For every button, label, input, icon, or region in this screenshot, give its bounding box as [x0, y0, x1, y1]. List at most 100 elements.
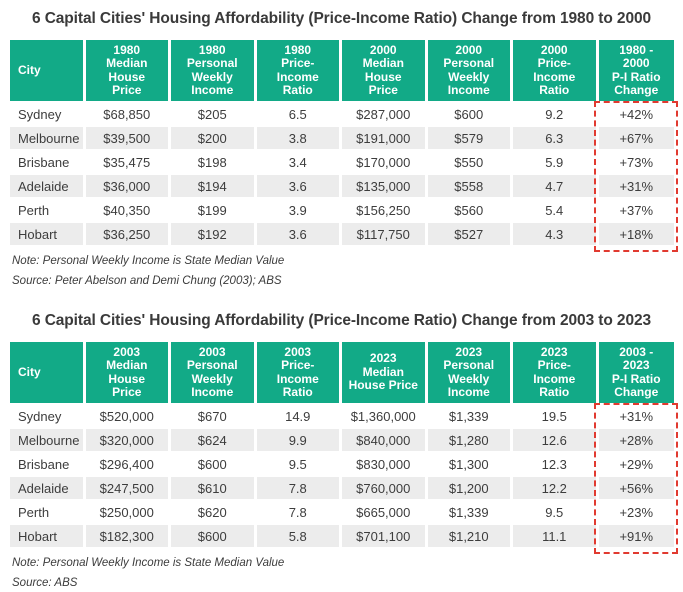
- data-cell: $1,210: [424, 524, 512, 549]
- data-cell: 12.3: [510, 452, 597, 477]
- pi-ratio-change-cell: +91%: [595, 524, 674, 549]
- data-cell: $36,000: [82, 174, 170, 199]
- data-cell: $117,750: [339, 222, 426, 247]
- data-cell: 19.5: [510, 404, 597, 429]
- data-cell: $600: [168, 524, 255, 549]
- data-cell: $760,000: [339, 476, 426, 501]
- city-cell: Adelaide: [10, 476, 84, 501]
- city-cell: Brisbane: [10, 452, 84, 477]
- data-cell: 14.9: [253, 404, 341, 429]
- pi-ratio-change-cell: +28%: [595, 428, 674, 453]
- data-cell: 7.8: [253, 500, 341, 525]
- table-row: Perth $250,000 $620 7.8 $665,000 $1,339 9.5 +23…: [10, 500, 674, 525]
- data-cell: 5.4: [510, 198, 597, 223]
- table-row: Sydney $68,850 $205 6.5 $287,000 $600 9.2 +42%: [10, 102, 674, 127]
- table-source: Source: Peter Abelson and Demi Chung (20…: [12, 275, 282, 287]
- city-cell: Perth: [10, 500, 84, 525]
- data-cell: $701,100: [339, 524, 426, 549]
- data-cell: $182,300: [82, 524, 170, 549]
- data-cell: 9.9: [253, 428, 341, 453]
- data-cell: $830,000: [339, 452, 426, 477]
- table-note: Note: Personal Weekly Income is State Me…: [12, 557, 285, 569]
- data-cell: 11.1: [510, 524, 597, 549]
- city-cell: Hobart: [10, 222, 84, 247]
- table-row: Perth $40,350 $199 3.9 $156,250 $560 5.4 +37%: [10, 198, 674, 223]
- section-2003-2023: 6 Capital Cities' Housing Affordability …: [10, 310, 678, 591]
- data-cell: 3.4: [253, 150, 341, 175]
- data-cell: $1,280: [424, 428, 512, 453]
- header-row: City 1980 Median House Price 1980 Personal…: [10, 40, 674, 103]
- column-header-city: City: [10, 342, 84, 405]
- city-cell: Sydney: [10, 102, 84, 127]
- column-header: 2003 Personal Weekly Income: [168, 342, 255, 405]
- data-cell: 5.8: [253, 524, 341, 549]
- data-cell: $610: [168, 476, 255, 501]
- column-header: 2023 Price- Income Ratio: [510, 342, 597, 405]
- data-cell: $840,000: [339, 428, 426, 453]
- data-cell: $558: [424, 174, 512, 199]
- city-cell: Sydney: [10, 404, 84, 429]
- data-cell: $205: [168, 102, 255, 127]
- column-header: 2003 Median House Price: [82, 342, 170, 405]
- table-row: Brisbane $35,475 $198 3.4 $170,000 $550 5.9 +73…: [10, 150, 674, 175]
- table-row: Sydney $520,000 $670 14.9 $1,360,000 $1,339 19…: [10, 404, 674, 429]
- affordability-table-1980-2000: City 1980 Median House Price 1980 Personal…: [10, 40, 674, 247]
- data-cell: $560: [424, 198, 512, 223]
- data-cell: 9.5: [510, 500, 597, 525]
- column-header: 2003 Price- Income Ratio: [253, 342, 341, 405]
- table-wrap-1980-2000: City 1980 Median House Price 1980 Personal…: [10, 40, 678, 252]
- affordability-table-2003-2023: City 2003 Median House Price 2003 Personal…: [10, 342, 674, 549]
- pi-ratio-change-cell: +18%: [595, 222, 674, 247]
- table-row: Hobart $36,250 $192 3.6 $117,750 $527 4.3 +18%: [10, 222, 674, 247]
- data-cell: 4.7: [510, 174, 597, 199]
- pi-ratio-change-cell: +67%: [595, 126, 674, 151]
- column-header: 1980 Median House Price: [82, 40, 170, 103]
- data-cell: $191,000: [339, 126, 426, 151]
- data-cell: $550: [424, 150, 512, 175]
- data-cell: $527: [424, 222, 512, 247]
- column-header-city: City: [10, 40, 84, 103]
- table-note: Note: Personal Weekly Income is State Me…: [12, 255, 285, 267]
- data-cell: $170,000: [339, 150, 426, 175]
- data-cell: 12.6: [510, 428, 597, 453]
- data-cell: $156,250: [339, 198, 426, 223]
- pi-ratio-change-cell: +29%: [595, 452, 674, 477]
- data-cell: $199: [168, 198, 255, 223]
- data-cell: $287,000: [339, 102, 426, 127]
- city-cell: Brisbane: [10, 150, 84, 175]
- data-cell: $296,400: [82, 452, 170, 477]
- section-1980-2000: 6 Capital Cities' Housing Affordability …: [10, 8, 678, 289]
- column-header: 2003 - 2023 P-I Ratio Change: [595, 342, 674, 405]
- pi-ratio-change-cell: +42%: [595, 102, 674, 127]
- city-cell: Melbourne: [10, 126, 84, 151]
- data-cell: $320,000: [82, 428, 170, 453]
- data-cell: $200: [168, 126, 255, 151]
- data-cell: $35,475: [82, 150, 170, 175]
- header-row: City 2003 Median House Price 2003 Personal…: [10, 342, 674, 405]
- data-cell: $579: [424, 126, 512, 151]
- table-row: Melbourne $39,500 $200 3.8 $191,000 $579 6.3 +6…: [10, 126, 674, 151]
- data-cell: 3.9: [253, 198, 341, 223]
- table-row: Brisbane $296,400 $600 9.5 $830,000 $1,300 12.…: [10, 452, 674, 477]
- data-cell: 7.8: [253, 476, 341, 501]
- data-cell: $1,339: [424, 500, 512, 525]
- table-source: Source: ABS: [12, 577, 78, 589]
- data-cell: $250,000: [82, 500, 170, 525]
- data-cell: 3.6: [253, 174, 341, 199]
- pi-ratio-change-cell: +37%: [595, 198, 674, 223]
- data-cell: $600: [168, 452, 255, 477]
- data-cell: 5.9: [510, 150, 597, 175]
- pi-ratio-change-cell: +31%: [595, 404, 674, 429]
- city-cell: Perth: [10, 198, 84, 223]
- data-cell: $624: [168, 428, 255, 453]
- pi-ratio-change-cell: +31%: [595, 174, 674, 199]
- column-header: 2000 Price- Income Ratio: [510, 40, 597, 103]
- data-cell: $36,250: [82, 222, 170, 247]
- table-title-2003-2023: 6 Capital Cities' Housing Affordability …: [31, 312, 652, 329]
- city-cell: Melbourne: [10, 428, 84, 453]
- data-cell: $670: [168, 404, 255, 429]
- table-row: Hobart $182,300 $600 5.8 $701,100 $1,210 11.1 +…: [10, 524, 674, 549]
- data-cell: $1,339: [424, 404, 512, 429]
- data-cell: $192: [168, 222, 255, 247]
